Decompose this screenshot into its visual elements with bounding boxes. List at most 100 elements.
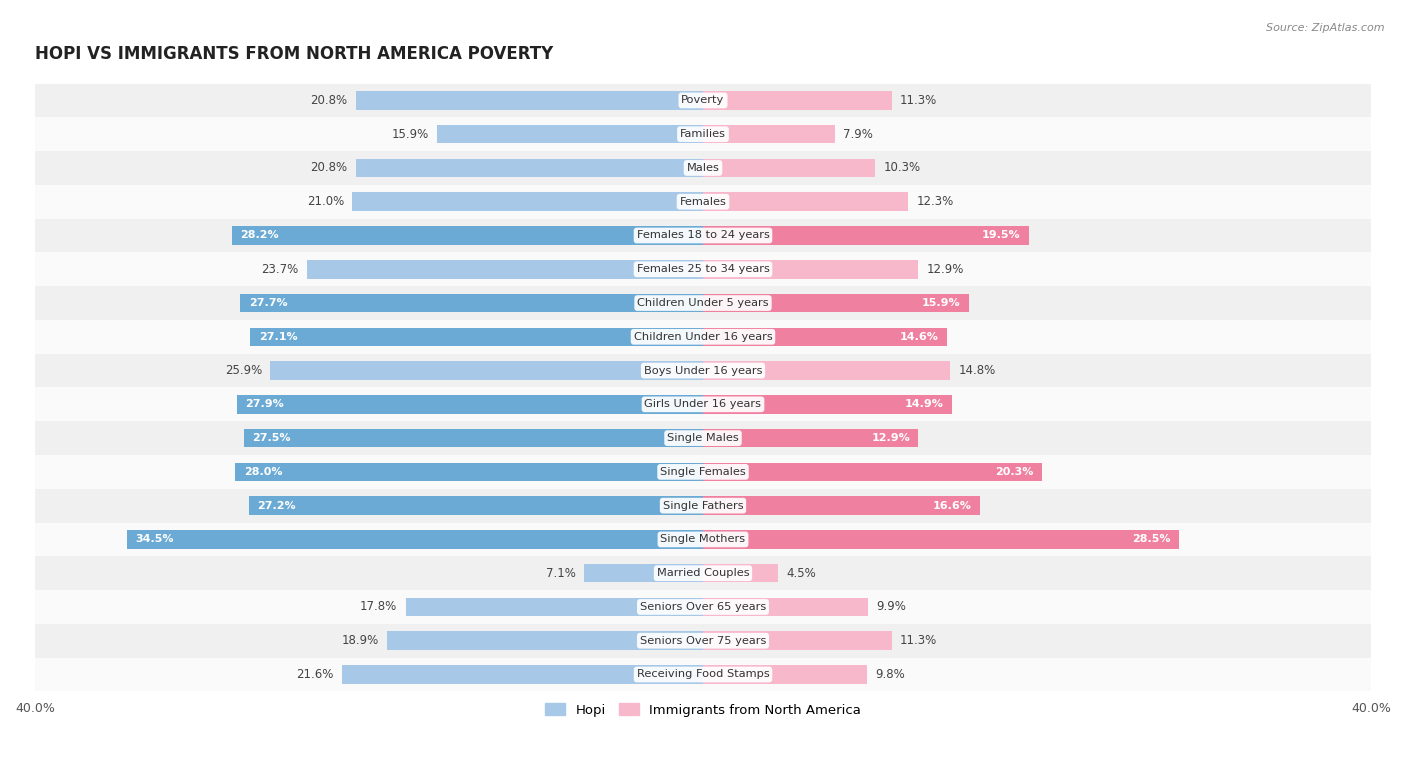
Bar — [35, 387, 1371, 421]
Bar — [703, 597, 869, 616]
Bar — [35, 117, 1371, 151]
Text: 28.5%: 28.5% — [1132, 534, 1171, 544]
Text: 14.6%: 14.6% — [900, 332, 938, 342]
Bar — [35, 151, 1371, 185]
Text: Males: Males — [686, 163, 720, 173]
Text: 20.8%: 20.8% — [311, 161, 347, 174]
Text: 14.9%: 14.9% — [904, 399, 943, 409]
Text: 34.5%: 34.5% — [135, 534, 174, 544]
Text: 18.9%: 18.9% — [342, 634, 380, 647]
Text: Boys Under 16 years: Boys Under 16 years — [644, 365, 762, 375]
Bar — [703, 530, 1180, 549]
Bar — [35, 185, 1371, 218]
Bar — [353, 193, 703, 211]
Bar — [307, 260, 703, 278]
Text: 12.9%: 12.9% — [872, 433, 910, 443]
Text: Girls Under 16 years: Girls Under 16 years — [644, 399, 762, 409]
Text: Children Under 5 years: Children Under 5 years — [637, 298, 769, 308]
Bar — [127, 530, 703, 549]
Bar — [703, 666, 866, 684]
Bar — [35, 658, 1371, 691]
Bar — [437, 125, 703, 143]
Text: 20.8%: 20.8% — [311, 94, 347, 107]
Text: Poverty: Poverty — [682, 96, 724, 105]
Bar — [35, 455, 1371, 489]
Text: 9.8%: 9.8% — [875, 668, 905, 681]
Text: Females 18 to 24 years: Females 18 to 24 years — [637, 230, 769, 240]
Bar — [703, 158, 875, 177]
Text: 27.9%: 27.9% — [246, 399, 284, 409]
Bar — [35, 624, 1371, 658]
Bar — [249, 496, 703, 515]
Bar — [703, 395, 952, 414]
Text: 12.9%: 12.9% — [927, 263, 965, 276]
Text: Families: Families — [681, 129, 725, 139]
Text: Children Under 16 years: Children Under 16 years — [634, 332, 772, 342]
Bar — [356, 158, 703, 177]
Bar — [703, 260, 918, 278]
Bar — [35, 287, 1371, 320]
Text: 7.9%: 7.9% — [844, 127, 873, 141]
Bar — [35, 252, 1371, 287]
Bar — [406, 597, 703, 616]
Text: 11.3%: 11.3% — [900, 94, 938, 107]
Bar — [703, 294, 969, 312]
Bar — [585, 564, 703, 582]
Text: Source: ZipAtlas.com: Source: ZipAtlas.com — [1267, 23, 1385, 33]
Bar — [703, 462, 1042, 481]
Text: 27.1%: 27.1% — [259, 332, 297, 342]
Text: 10.3%: 10.3% — [883, 161, 921, 174]
Text: 27.2%: 27.2% — [257, 500, 295, 511]
Bar — [270, 362, 703, 380]
Text: 20.3%: 20.3% — [995, 467, 1033, 477]
Bar — [356, 91, 703, 110]
Text: 14.8%: 14.8% — [959, 364, 995, 377]
Text: 17.8%: 17.8% — [360, 600, 398, 613]
Text: 9.9%: 9.9% — [877, 600, 907, 613]
Text: 28.2%: 28.2% — [240, 230, 278, 240]
Bar — [703, 631, 891, 650]
Bar — [250, 327, 703, 346]
Text: Single Females: Single Females — [661, 467, 745, 477]
Bar — [703, 362, 950, 380]
Bar — [35, 522, 1371, 556]
Text: 15.9%: 15.9% — [392, 127, 429, 141]
Bar — [703, 327, 946, 346]
Bar — [35, 590, 1371, 624]
Bar — [235, 462, 703, 481]
Bar — [232, 226, 703, 245]
Text: Females 25 to 34 years: Females 25 to 34 years — [637, 265, 769, 274]
Bar — [35, 218, 1371, 252]
Text: 28.0%: 28.0% — [243, 467, 283, 477]
Bar — [703, 496, 980, 515]
Bar — [703, 91, 891, 110]
Bar — [703, 125, 835, 143]
Bar — [387, 631, 703, 650]
Bar — [35, 83, 1371, 117]
Text: Married Couples: Married Couples — [657, 568, 749, 578]
Text: 4.5%: 4.5% — [786, 567, 817, 580]
Text: 16.6%: 16.6% — [934, 500, 972, 511]
Text: 27.7%: 27.7% — [249, 298, 287, 308]
Text: Seniors Over 65 years: Seniors Over 65 years — [640, 602, 766, 612]
Bar — [240, 294, 703, 312]
Bar — [35, 489, 1371, 522]
Text: 15.9%: 15.9% — [921, 298, 960, 308]
Text: 23.7%: 23.7% — [262, 263, 299, 276]
Text: 25.9%: 25.9% — [225, 364, 262, 377]
Legend: Hopi, Immigrants from North America: Hopi, Immigrants from North America — [540, 698, 866, 722]
Text: 21.0%: 21.0% — [307, 196, 344, 208]
Text: 19.5%: 19.5% — [981, 230, 1021, 240]
Text: Females: Females — [679, 197, 727, 207]
Bar — [703, 226, 1029, 245]
Text: Single Males: Single Males — [666, 433, 740, 443]
Bar — [35, 354, 1371, 387]
Bar — [703, 193, 908, 211]
Bar — [703, 564, 778, 582]
Bar — [238, 395, 703, 414]
Text: 7.1%: 7.1% — [546, 567, 576, 580]
Text: 21.6%: 21.6% — [297, 668, 333, 681]
Bar — [35, 320, 1371, 354]
Text: Receiving Food Stamps: Receiving Food Stamps — [637, 669, 769, 679]
Bar — [35, 556, 1371, 590]
